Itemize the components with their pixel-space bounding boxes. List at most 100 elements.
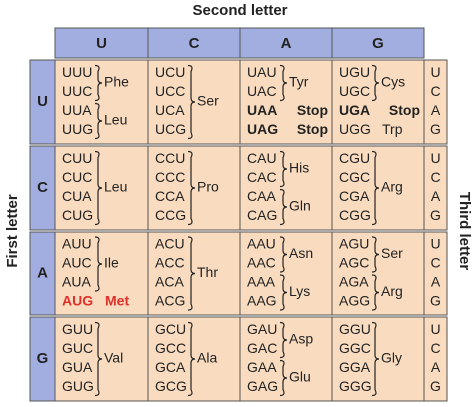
codon: ACA (155, 274, 184, 290)
amino-acid: Stop (297, 102, 328, 118)
brace (371, 64, 380, 102)
codon: UCG (155, 121, 186, 137)
codon: GCG (155, 378, 187, 394)
codon: UUA (62, 102, 92, 118)
codon: AAA (247, 274, 276, 290)
amino-acid: Ser (381, 245, 403, 261)
codon: GGU (339, 321, 371, 337)
brace (279, 236, 288, 273)
left-title: First letter (4, 194, 21, 268)
codon: ACU (155, 236, 185, 252)
amino-acid: Pro (197, 179, 219, 195)
codon: CCU (155, 150, 185, 166)
codon: GAA (247, 359, 277, 375)
amino-acid: Arg (381, 283, 403, 299)
brace (371, 236, 380, 273)
codon: CGU (339, 150, 370, 166)
codon: AUC (62, 255, 92, 271)
first-letter-cell (29, 231, 56, 316)
brace (371, 274, 380, 311)
codon: AGA (339, 274, 369, 290)
amino-acid: Met (105, 293, 129, 309)
codon: UAA (247, 102, 277, 118)
amino-acid: Ser (197, 93, 219, 109)
top-title: Second letter (192, 2, 287, 19)
amino-acid: Asp (289, 331, 313, 347)
first-letter: G (37, 350, 49, 367)
codon: GGG (339, 378, 372, 394)
codon-cell (239, 145, 333, 231)
amino-acid: His (289, 160, 309, 176)
brace (371, 321, 380, 397)
codon: UUC (62, 83, 92, 99)
third-letter: A (431, 274, 441, 290)
codon: GUA (62, 359, 93, 375)
third-letter: U (430, 321, 440, 337)
amino-acid: Thr (197, 264, 218, 280)
codon: CUU (62, 150, 92, 166)
brace (279, 359, 288, 397)
codon: GUU (62, 321, 93, 337)
amino-acid: Leu (104, 112, 127, 128)
codon: GAG (247, 378, 278, 394)
codon: GCC (155, 340, 186, 356)
amino-acid: Phe (104, 74, 129, 90)
right-title: Third letter (456, 192, 473, 271)
brace (187, 321, 196, 397)
amino-acid: Ile (104, 255, 119, 271)
first-letter: C (37, 179, 48, 196)
codon: UGA (339, 102, 370, 118)
codon: UUG (62, 121, 93, 137)
third-letter: U (430, 236, 440, 252)
codon: CUA (62, 188, 92, 204)
codon: UAG (247, 121, 278, 137)
codon: UCC (155, 83, 185, 99)
codon: UGG (339, 121, 371, 137)
amino-acid: Leu (104, 179, 127, 195)
third-letter: U (430, 64, 440, 80)
third-letter: G (430, 293, 441, 309)
third-letter: U (430, 150, 440, 166)
codon-cell (331, 231, 425, 316)
codon: CGC (339, 169, 370, 185)
second-letter-cell (147, 27, 241, 59)
third-letter: C (430, 340, 440, 356)
third-letter: C (430, 255, 440, 271)
codon: GUC (62, 340, 93, 356)
codon: CCC (155, 169, 185, 185)
second-letter-cell (331, 27, 425, 59)
brace (94, 102, 103, 140)
codon: UAC (247, 83, 277, 99)
second-letter: U (96, 35, 107, 52)
codon-cell (54, 231, 149, 316)
third-letter: A (431, 102, 441, 118)
codon: CAC (247, 169, 277, 185)
codon: GCU (155, 321, 186, 337)
codon: GAU (247, 321, 277, 337)
codon: UCU (155, 64, 185, 80)
brace (187, 236, 196, 311)
amino-acid: Gln (289, 198, 311, 214)
codon: CUC (62, 169, 92, 185)
codon: UGC (339, 83, 370, 99)
amino-acid: Gly (381, 350, 402, 366)
third-letter: C (430, 169, 440, 185)
codon: GUG (62, 378, 94, 394)
codon-cell (331, 59, 425, 145)
codon-cell (54, 59, 149, 145)
second-letter: G (372, 35, 384, 52)
brace (371, 150, 380, 226)
amino-acid: Asn (289, 245, 313, 261)
brace (94, 150, 103, 226)
codon: UAU (247, 64, 277, 80)
amino-acid: Glu (289, 369, 311, 385)
codon: CCA (155, 188, 185, 204)
first-letter: U (37, 93, 48, 110)
amino-acid: Ala (197, 350, 217, 366)
codon: CCG (155, 207, 186, 223)
amino-acid: Val (104, 350, 123, 366)
brace (279, 150, 288, 188)
codon-cell (239, 316, 333, 402)
codon: ACG (155, 293, 185, 309)
